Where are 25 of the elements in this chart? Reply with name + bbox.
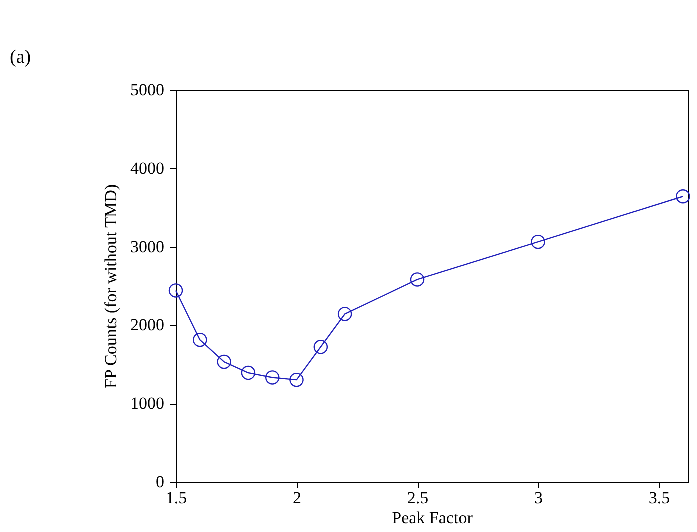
text: (a): [10, 47, 32, 68]
y-tick-label: 4000: [130, 158, 164, 178]
x-tick-label: 2.5: [407, 488, 429, 508]
x-axis-title: Peak Factor: [392, 508, 474, 528]
point: [676, 190, 690, 204]
y-tick-label: 1000: [130, 394, 164, 414]
x-tick-label: 2: [293, 488, 302, 508]
x-tick-label: 3: [534, 488, 544, 508]
y-axis-title: FP Counts (for without TMD): [102, 184, 120, 389]
point: [531, 234, 546, 250]
y-tick-label: 3000: [130, 237, 164, 256]
point: [410, 272, 425, 287]
point: [314, 340, 328, 354]
point: [241, 366, 256, 380]
point: [290, 372, 304, 388]
point: [168, 284, 184, 298]
x-tick-label: 1.5: [166, 488, 188, 508]
x-tick-label: 3.5: [648, 488, 670, 508]
y-tick-label: 2000: [130, 316, 164, 335]
point: [217, 354, 232, 370]
point: [265, 370, 280, 385]
point: [193, 332, 208, 348]
y-tick-label: 5000: [130, 80, 164, 100]
point: [338, 307, 352, 322]
y-tick-label: 0: [156, 472, 164, 492]
